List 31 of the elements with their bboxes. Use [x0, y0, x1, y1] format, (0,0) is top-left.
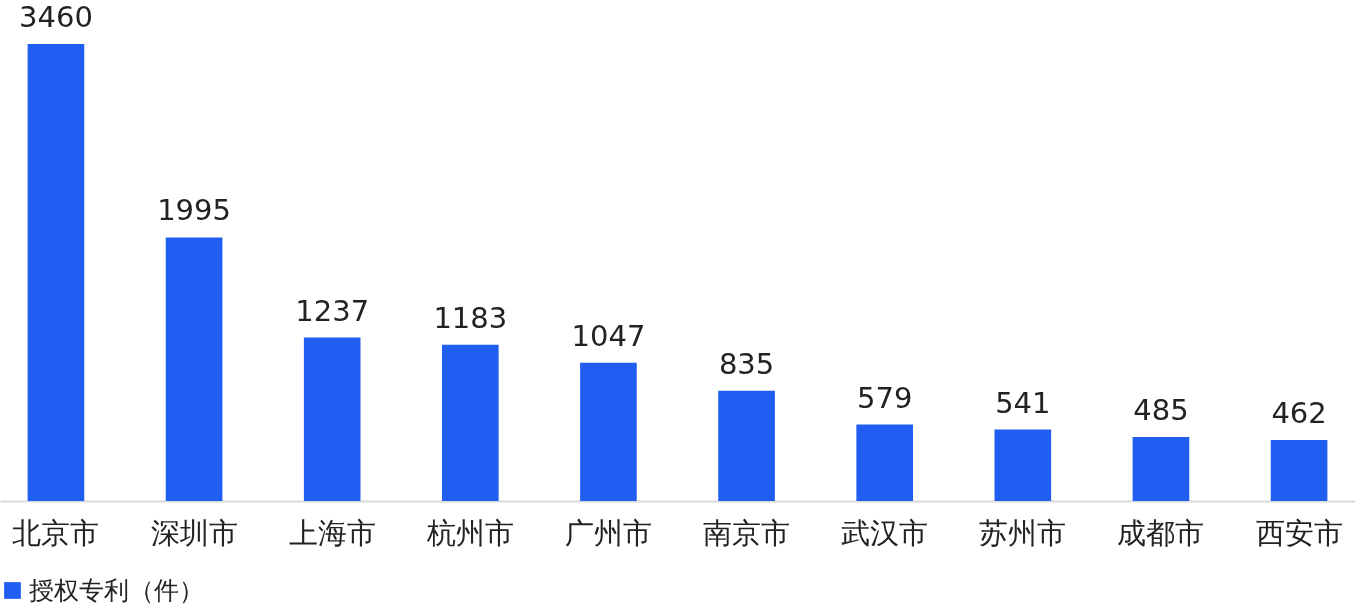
data-label: 3460 [19, 0, 93, 34]
bar [442, 344, 499, 501]
x-tick-label: 南京市 [703, 515, 791, 550]
bar [856, 424, 913, 501]
bar [27, 44, 85, 501]
bar [1270, 439, 1328, 501]
bar [303, 337, 361, 501]
bar [994, 429, 1052, 501]
x-tick-label: 杭州市 [425, 515, 514, 550]
x-tick-label: 武汉市 [841, 515, 929, 550]
bar [165, 237, 223, 501]
x-tick-label: 苏州市 [979, 515, 1067, 550]
data-label: 835 [718, 346, 775, 381]
data-label: 579 [857, 380, 913, 415]
bar [1132, 436, 1190, 501]
x-tick-label: 上海市 [288, 515, 376, 550]
data-label: 1995 [157, 193, 231, 228]
bar [580, 362, 637, 501]
x-tick-label: 西安市 [1255, 515, 1343, 550]
x-tick-label: 广州市 [564, 515, 652, 550]
data-label: 485 [1133, 392, 1189, 427]
x-tick-label: 深圳市 [150, 515, 238, 550]
data-label: 541 [995, 385, 1051, 420]
legend-label: 授权专利（件） [29, 575, 204, 605]
x-tick-label: 成都市 [1117, 515, 1205, 550]
x-tick-label: 北京市 [12, 515, 100, 550]
data-label: 1183 [433, 300, 508, 335]
data-label: 462 [1271, 395, 1327, 430]
bar [718, 390, 775, 501]
data-label: 1047 [571, 318, 646, 353]
data-label: 1237 [295, 293, 370, 328]
